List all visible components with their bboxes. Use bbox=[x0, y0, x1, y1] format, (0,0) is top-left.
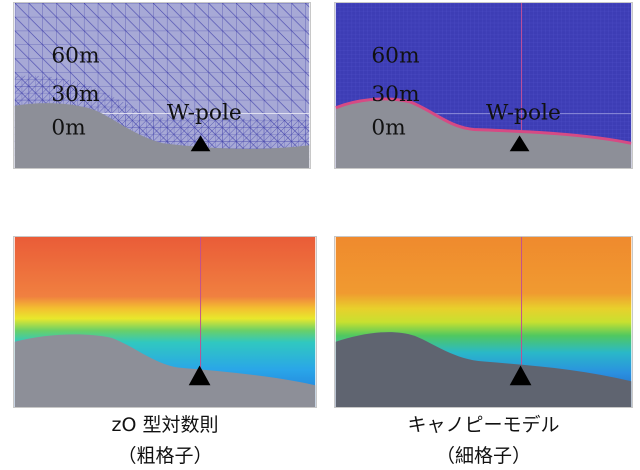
terrain bbox=[335, 332, 632, 407]
coarse-mesh-panel: 60m 30m 0m W-pole bbox=[13, 2, 311, 169]
label-30m: 30m bbox=[371, 82, 419, 107]
pole-marker-icon bbox=[509, 135, 530, 152]
fine-mesh-panel: 60m 30m 0m W-pole bbox=[334, 2, 633, 169]
coarse-result-panel bbox=[13, 236, 317, 408]
terrain bbox=[335, 98, 632, 168]
label-0m: 0m bbox=[371, 115, 405, 140]
coarse-mesh-figure: 60m 30m 0m W-pole bbox=[14, 3, 310, 168]
label-60m: 60m bbox=[51, 43, 99, 68]
right-caption-sub: （細格子） bbox=[435, 445, 531, 467]
fine-mesh-figure: 60m 30m 0m W-pole bbox=[335, 3, 632, 168]
left-caption-sub: （粗格子） bbox=[117, 445, 213, 467]
right-caption-title: キャノピーモデル bbox=[407, 414, 560, 436]
fine-result-figure bbox=[335, 237, 632, 407]
coarse-result-figure bbox=[14, 237, 316, 407]
label-60m: 60m bbox=[371, 43, 419, 68]
label-30m: 30m bbox=[51, 82, 99, 107]
terrain bbox=[14, 334, 316, 407]
fine-result-panel bbox=[334, 236, 633, 408]
label-w-pole: W-pole bbox=[486, 101, 561, 126]
terrain bbox=[14, 103, 310, 168]
pole-marker-icon bbox=[190, 135, 211, 152]
pole-marker-icon bbox=[509, 365, 532, 386]
surface-layer bbox=[335, 97, 632, 145]
pole-marker-icon bbox=[188, 365, 211, 386]
label-0m: 0m bbox=[51, 115, 85, 140]
label-w-pole: W-pole bbox=[167, 101, 242, 126]
left-caption-title: zO 型対数則 bbox=[111, 414, 219, 436]
